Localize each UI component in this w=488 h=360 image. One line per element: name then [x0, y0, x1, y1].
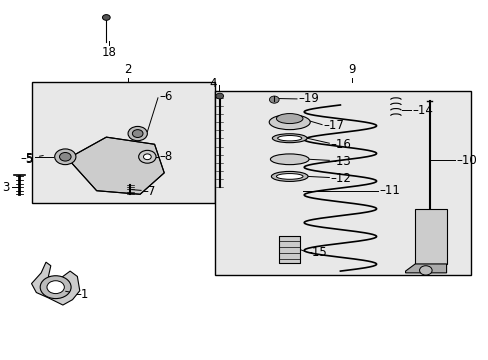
Bar [215, 91, 470, 275]
Text: 3: 3 [2, 181, 10, 194]
Circle shape [132, 130, 142, 138]
Text: –11: –11 [378, 184, 399, 197]
Text: 5: 5 [24, 153, 32, 166]
Ellipse shape [270, 154, 308, 165]
Text: –6: –6 [159, 90, 172, 103]
Text: –16: –16 [330, 138, 351, 151]
Polygon shape [405, 264, 446, 273]
Text: –1: –1 [65, 288, 88, 301]
Text: –19: –19 [298, 93, 319, 105]
Ellipse shape [272, 134, 306, 143]
Circle shape [60, 153, 71, 161]
Text: 9: 9 [348, 63, 355, 76]
Ellipse shape [277, 135, 301, 141]
Text: –13: –13 [330, 154, 351, 167]
Text: –14: –14 [412, 104, 433, 117]
Ellipse shape [271, 171, 307, 181]
Text: 18: 18 [101, 46, 116, 59]
Circle shape [269, 96, 279, 103]
Circle shape [215, 93, 223, 99]
Text: 4: 4 [209, 77, 217, 90]
Text: –17: –17 [323, 119, 344, 132]
Circle shape [102, 15, 110, 20]
Text: –7: –7 [142, 185, 156, 198]
Text: –10: –10 [455, 154, 476, 167]
Circle shape [40, 276, 71, 298]
Polygon shape [67, 137, 164, 194]
Text: –5: –5 [20, 152, 43, 165]
Bar [31, 82, 215, 203]
Circle shape [47, 281, 64, 294]
Circle shape [143, 154, 151, 159]
Ellipse shape [276, 174, 303, 179]
Polygon shape [31, 262, 80, 305]
Ellipse shape [269, 114, 309, 130]
Bar [414, 208, 446, 264]
Ellipse shape [276, 113, 303, 123]
Circle shape [128, 126, 147, 141]
Circle shape [419, 266, 431, 275]
Text: 2: 2 [124, 63, 132, 76]
Text: –12: –12 [330, 172, 351, 185]
Circle shape [55, 149, 76, 165]
Text: –15: –15 [306, 246, 326, 258]
Bar [279, 236, 300, 263]
Circle shape [139, 150, 156, 163]
Text: –8: –8 [159, 150, 172, 163]
